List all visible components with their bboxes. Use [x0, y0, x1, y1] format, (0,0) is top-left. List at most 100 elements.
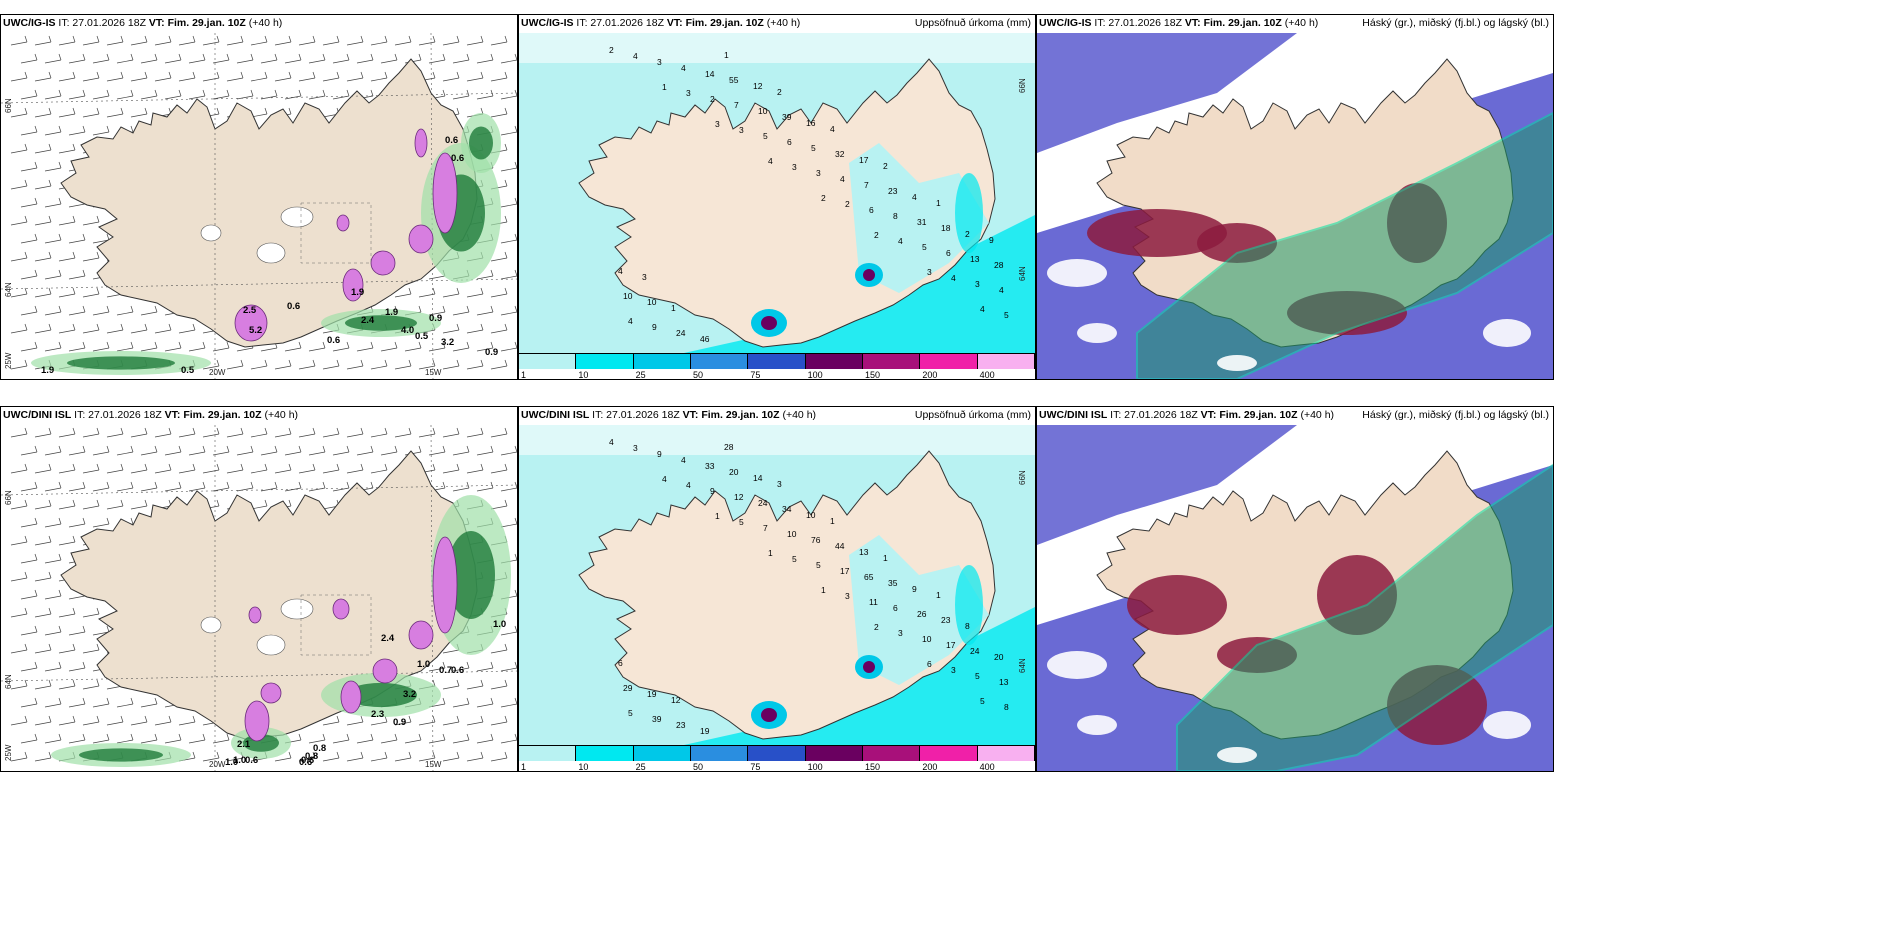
wind-barb [332, 59, 350, 64]
colorbar-swatch [748, 353, 806, 369]
wind-value-label: 1.9 [41, 365, 54, 376]
wind-barb-flag [298, 89, 302, 97]
wind-barb-flag [58, 53, 62, 61]
precip-value-label: 19 [700, 726, 710, 736]
axis-label: 66N [4, 98, 13, 113]
wind-barb-flag [322, 733, 326, 741]
wind-barb [404, 739, 422, 744]
wind-barb-flag [130, 445, 134, 453]
wind-barb [68, 667, 86, 672]
wind-barb [452, 311, 470, 316]
wind-barb-flag [384, 71, 388, 79]
wind-barb-flag [216, 751, 220, 759]
wind-barb [44, 595, 62, 600]
wind-barb [308, 347, 326, 352]
wind-barb-flag [514, 589, 517, 597]
wind-barb-flag [264, 463, 268, 471]
wind-barb [442, 293, 460, 298]
wind-barb-flag [408, 35, 412, 43]
wind-barb-flag [96, 287, 100, 295]
field-title: Háský (gr.), miðský (fj.bl.) og lágský (… [1362, 409, 1549, 421]
wind-barb [44, 131, 62, 136]
precip-value-label: 3 [845, 591, 850, 601]
wind-barb-flag [48, 571, 52, 579]
wind-barb-flag [168, 323, 172, 331]
wind-barb [188, 451, 206, 456]
wind-barb-flag [322, 341, 326, 349]
colorbar-tick: 50 [693, 370, 704, 380]
precip-value-label: 2 [845, 199, 850, 209]
wind-barb-flag [274, 89, 278, 97]
wind-barb-flag [24, 751, 28, 759]
wind-barb-flag [82, 53, 86, 61]
wind-barb-flag [504, 463, 508, 471]
wind-barb [44, 667, 62, 672]
wind-barb-flag [130, 125, 134, 133]
wind-barb-flag [346, 89, 350, 97]
wind-barb-flag [432, 35, 436, 43]
wind-barb-flag [48, 179, 52, 187]
precip-value-label: 14 [753, 473, 763, 483]
wind-barb [466, 293, 484, 298]
precip-value-label: 8 [893, 211, 898, 221]
lead-time: (+40 h) [248, 17, 283, 29]
wind-barb [226, 365, 244, 370]
wind-barb-flag [288, 751, 292, 759]
wind-barb [140, 487, 158, 492]
iceland-coast [60, 450, 478, 740]
lat-line-64 [1, 278, 517, 290]
precip-value-label: 6 [618, 658, 623, 668]
model-name: UWC/IG-IS [3, 17, 56, 29]
wind-barb-flag [34, 661, 38, 669]
wind-barb [452, 487, 470, 492]
wind-barb-flag [106, 517, 110, 525]
wind-barb-flag [418, 341, 422, 349]
wind-barb [44, 523, 62, 528]
precip-value-label: 10 [758, 106, 768, 116]
wind-barb [466, 469, 484, 474]
wind-barb-flag [72, 427, 76, 435]
wind-barb-flag [24, 71, 28, 79]
precip-value-label: 3 [686, 88, 691, 98]
cloud-map-svg [1037, 33, 1553, 379]
wind-barb [212, 739, 230, 744]
wind-barb [68, 703, 86, 708]
wind-barb-flag [202, 89, 206, 97]
wind-barb-flag [82, 341, 86, 349]
snow-shade [432, 152, 458, 234]
wind-barb-flag [96, 463, 100, 471]
wind-barb [92, 487, 110, 492]
wind-barb-flag [48, 143, 52, 151]
wind-barb [68, 487, 86, 492]
wind-barb [380, 451, 398, 456]
wind-barb-flag [48, 463, 52, 471]
wind-barb-flag [504, 71, 508, 79]
wind-barb [394, 757, 412, 762]
wind-barb [500, 523, 517, 528]
wind-barb-flag [48, 643, 52, 651]
wind-barb [308, 95, 326, 100]
precip-value-label: 3 [642, 272, 647, 282]
colorbar-tick: 10 [578, 370, 589, 380]
valid-time: VT: Fim. 29.jan. 10Z [682, 409, 780, 421]
field-title: Uppsöfnuð úrkoma (mm) [914, 17, 1031, 29]
wind-barb [58, 329, 76, 334]
wind-barb [116, 311, 134, 316]
wind-barb [44, 703, 62, 708]
wind-barb [82, 505, 100, 510]
wind-barb-flag [432, 427, 436, 435]
wind-barb-flag [58, 341, 62, 349]
wind-barb-flag [202, 341, 206, 349]
wind-map: 0.6 0.6 0.6 2.4 4.0 0.9 0.5 0.6 3.2 1.9 0.5 0.9 1.9 1… [1, 33, 517, 379]
wind-barb-flag [346, 445, 350, 453]
wind-barb-flag [24, 607, 28, 615]
wind-barb-flag [96, 215, 100, 223]
wind-barb [20, 59, 38, 64]
precip-value-label: 1 [768, 548, 773, 558]
wind-barb-flag [96, 427, 100, 435]
wind-value-label: 1.0 [233, 755, 246, 766]
wind-barb-flag [34, 341, 38, 349]
wind-barb-flag [504, 179, 508, 187]
wind-barb [20, 487, 38, 492]
wind-barb [212, 451, 230, 456]
